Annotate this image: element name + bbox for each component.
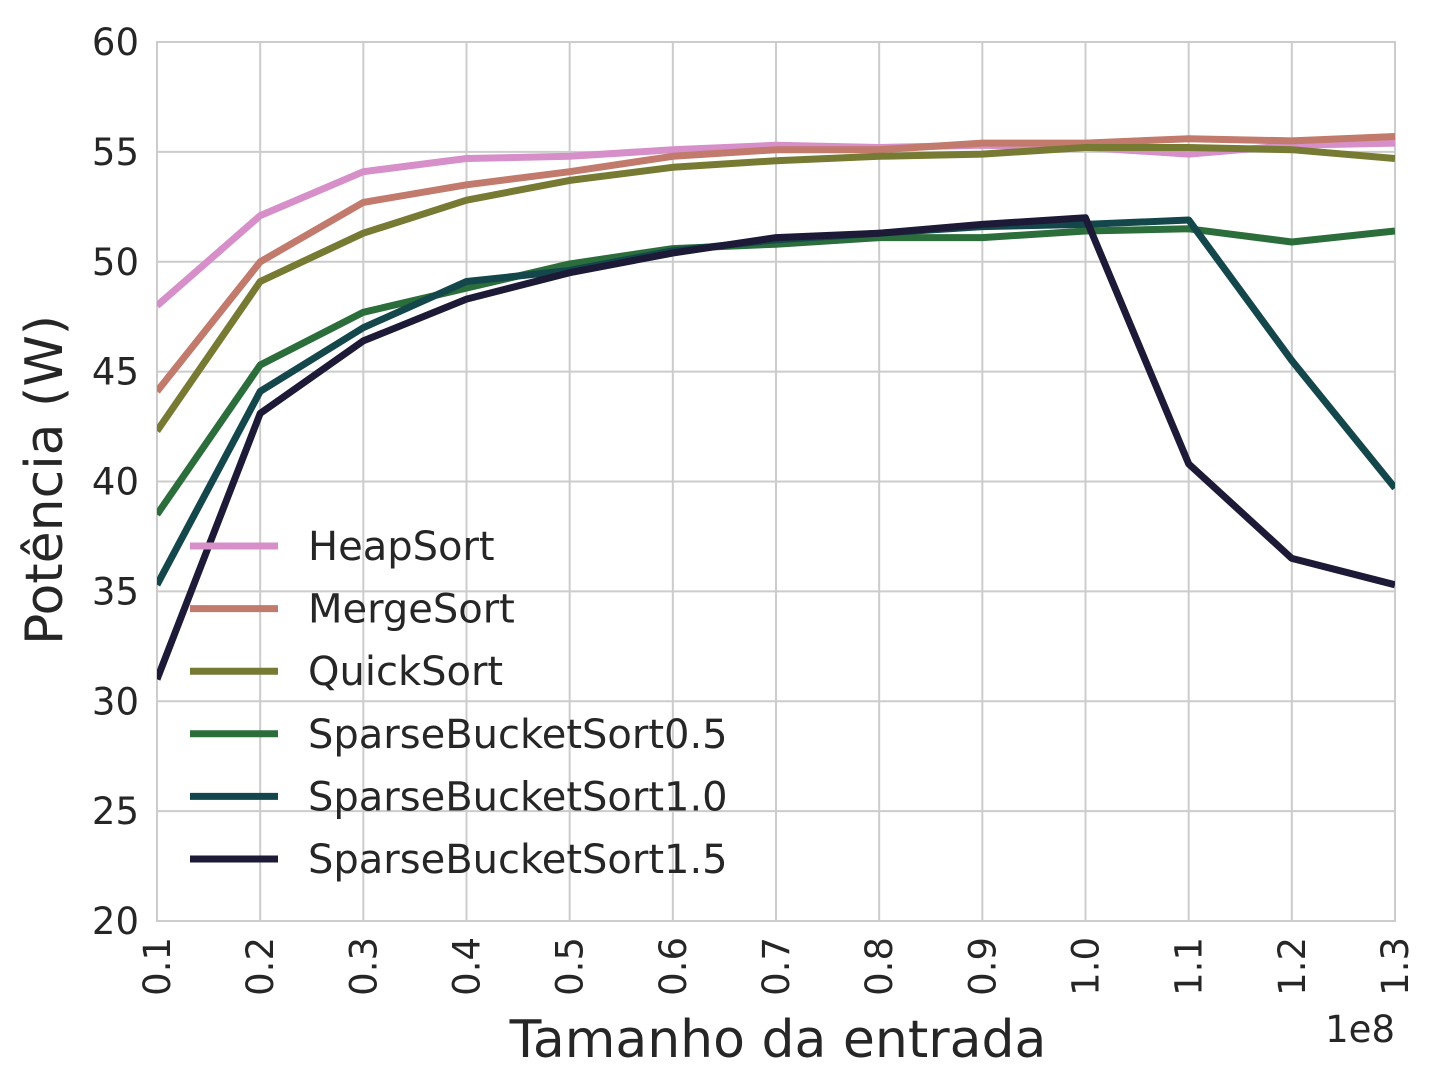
y-tick-label: 45 [92, 351, 139, 394]
x-tick-label: 1.2 [1271, 937, 1314, 996]
legend-label-quicksort: QuickSort [308, 649, 503, 695]
legend-label-heapsort: HeapSort [308, 524, 495, 570]
series-line-quicksort [157, 144, 1395, 433]
x-tick-label: 0.6 [652, 937, 695, 996]
y-axis-title: Potência (W) [15, 315, 75, 645]
x-tick-label: 0.7 [755, 937, 798, 996]
series-line-sparsebucketsort0-5 [157, 225, 1395, 517]
y-tick-label: 60 [92, 21, 139, 64]
x-tick-label: 0.9 [961, 937, 1004, 996]
x-tick-label: 0.1 [136, 937, 179, 996]
x-axis-title: Tamanho da entrada [509, 1010, 1047, 1070]
series-line-heapsort [157, 139, 1395, 309]
y-tick-label: 25 [92, 790, 139, 833]
series-line-mergesort [157, 133, 1395, 394]
x-tick-label: 0.3 [342, 937, 385, 996]
series-lines [157, 133, 1395, 681]
x-tick-label: 1.3 [1374, 937, 1417, 996]
plot-frame [156, 41, 1396, 922]
legend-label-sparsebucketsort1-5: SparseBucketSort1.5 [308, 837, 728, 883]
x-tick-label: 0.8 [858, 937, 901, 996]
x-tick-label: 0.4 [446, 937, 489, 996]
x-tick-label: 0.2 [239, 937, 282, 996]
y-tick-label: 35 [92, 570, 139, 613]
x-axis-offset-label: 1e8 [1325, 1008, 1395, 1051]
y-tick-label: 30 [92, 680, 139, 723]
y-tick-label: 40 [92, 461, 139, 504]
y-tick-label: 50 [92, 241, 139, 284]
x-tick-label: 1.0 [1065, 937, 1108, 996]
y-tick-label: 55 [92, 131, 139, 174]
legend-label-mergesort: MergeSort [308, 587, 515, 633]
x-tick-label: 1.1 [1168, 937, 1211, 996]
legend-label-sparsebucketsort0-5: SparseBucketSort0.5 [308, 712, 728, 758]
x-tick-label: 0.5 [549, 937, 592, 996]
y-tick-label: 20 [92, 900, 139, 943]
legend: HeapSort MergeSort QuickSort SparseBucketSo… [190, 524, 728, 883]
x-tick-labels: 0.1 0.2 0.3 0.4 0.5 0.6 0.7 0.8 0.9 1.0 1.1 1.2 1.3 [136, 937, 1417, 996]
y-tick-labels: 20 25 30 35 40 45 50 55 60 [92, 21, 139, 943]
legend-label-sparsebucketsort1-0: SparseBucketSort1.0 [308, 774, 728, 820]
series-line-sparsebucketsort1-5 [157, 214, 1395, 681]
